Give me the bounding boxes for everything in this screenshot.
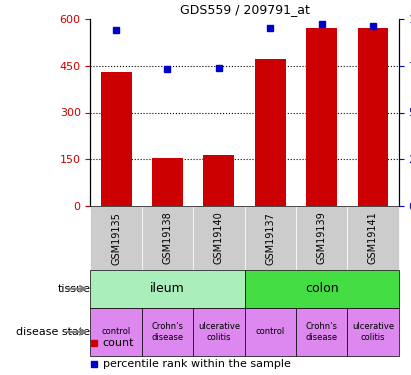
Text: GSM19140: GSM19140 [214, 212, 224, 264]
Bar [347, 308, 399, 356]
Bar [358, 28, 388, 206]
Text: ulcerative
colitis: ulcerative colitis [198, 322, 240, 342]
Bar [347, 206, 399, 270]
Text: GSM19138: GSM19138 [162, 212, 173, 264]
Text: control: control [256, 327, 285, 336]
Bar [245, 270, 399, 308]
Bar [90, 270, 245, 308]
Text: ileum: ileum [150, 282, 185, 295]
Bar [245, 308, 296, 356]
Text: count: count [103, 338, 134, 348]
Bar [255, 59, 286, 206]
Text: GSM19141: GSM19141 [368, 212, 378, 264]
Bar [142, 308, 193, 356]
Bar [245, 206, 296, 270]
Text: GSM19135: GSM19135 [111, 212, 121, 265]
Bar [193, 308, 245, 356]
Bar [90, 206, 142, 270]
Bar [152, 158, 183, 206]
Text: percentile rank within the sample: percentile rank within the sample [103, 359, 291, 369]
Bar [306, 28, 337, 206]
Title: GDS559 / 209791_at: GDS559 / 209791_at [180, 3, 309, 16]
Text: disease state: disease state [16, 327, 90, 337]
Text: Crohn’s
disease: Crohn’s disease [305, 322, 338, 342]
Bar [203, 155, 234, 206]
Text: tissue: tissue [58, 284, 90, 294]
Text: GSM19139: GSM19139 [316, 212, 327, 264]
Text: GSM19137: GSM19137 [265, 212, 275, 265]
Text: Crohn’s
disease: Crohn’s disease [151, 322, 184, 342]
Bar [142, 206, 193, 270]
Text: colon: colon [305, 282, 338, 295]
Text: control: control [102, 327, 131, 336]
Bar [296, 308, 347, 356]
Bar [101, 72, 132, 206]
Bar [193, 206, 245, 270]
Bar [90, 308, 142, 356]
Text: ulcerative
colitis: ulcerative colitis [352, 322, 394, 342]
Bar [296, 206, 347, 270]
